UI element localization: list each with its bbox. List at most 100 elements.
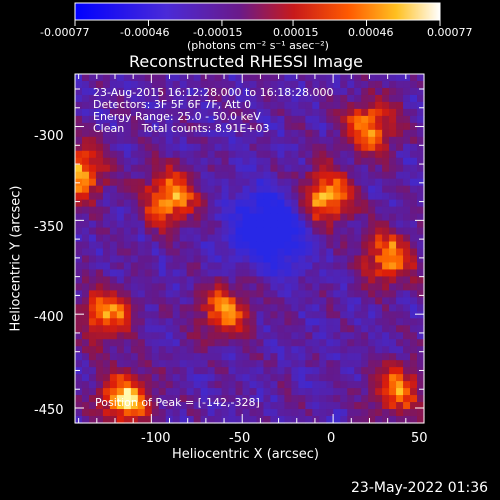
heatmap-cell — [165, 325, 174, 333]
heatmap-cell — [368, 283, 376, 291]
heatmap-cell — [361, 150, 369, 159]
heatmap-cell — [403, 115, 411, 124]
heatmap-cell — [130, 311, 139, 319]
heatmap-cell — [375, 416, 383, 424]
heatmap-cell — [347, 374, 355, 382]
heatmap-cell — [263, 241, 272, 250]
heatmap-cell — [354, 353, 362, 361]
heatmap-cell — [172, 185, 181, 194]
heatmap-cell — [312, 171, 320, 180]
heatmap-cell — [389, 262, 397, 271]
heatmap-cell — [242, 416, 251, 424]
heatmap-cell — [298, 164, 306, 173]
heatmap-cell — [298, 367, 306, 375]
heatmap-cell — [179, 255, 188, 264]
heatmap-cell — [347, 283, 355, 291]
heatmap-cell — [116, 115, 125, 124]
colorbar-tick-label: -0.00077 — [40, 26, 90, 39]
heatmap-cell — [256, 136, 265, 145]
heatmap-cell — [256, 409, 265, 417]
heatmap-cell — [123, 241, 132, 250]
heatmap-cell — [284, 269, 292, 278]
heatmap-cell — [347, 101, 355, 110]
heatmap-cell — [382, 241, 390, 250]
heatmap-cell — [242, 248, 251, 257]
heatmap-cell — [207, 227, 216, 236]
heatmap-cell — [340, 311, 348, 319]
heatmap-cell — [410, 101, 418, 110]
heatmap-cell — [81, 304, 90, 312]
heatmap-cell — [256, 395, 265, 403]
heatmap-cell — [284, 94, 292, 103]
heatmap-cell — [291, 206, 299, 215]
heatmap-cell — [389, 332, 397, 340]
heatmap-cell — [144, 269, 153, 278]
heatmap-cell — [291, 115, 299, 124]
heatmap-cell — [249, 388, 258, 396]
heatmap-cell — [319, 199, 327, 208]
heatmap-cell — [375, 80, 383, 89]
heatmap-cell — [137, 192, 146, 201]
heatmap-cell — [172, 220, 181, 229]
heatmap-cell — [144, 220, 153, 229]
heatmap-cell — [116, 304, 125, 312]
heatmap-cell — [137, 241, 146, 250]
heatmap-cell — [368, 346, 376, 354]
heatmap-cell — [193, 101, 202, 110]
heatmap-cell — [312, 115, 320, 124]
heatmap-cell — [354, 171, 362, 180]
heatmap-cell — [263, 234, 272, 243]
heatmap-cell — [291, 150, 299, 159]
heatmap-cell — [270, 136, 279, 145]
heatmap-cell — [298, 290, 306, 298]
heatmap-cell — [102, 171, 111, 180]
heatmap-cell — [221, 108, 230, 117]
heatmap-cell — [228, 101, 237, 110]
heatmap-cell — [123, 234, 132, 243]
heatmap-cell — [207, 283, 216, 291]
heatmap-cell — [277, 332, 285, 340]
heatmap-cell — [88, 164, 97, 173]
heatmap-cell — [158, 339, 167, 347]
heatmap-cell — [368, 276, 376, 284]
heatmap-cell — [102, 178, 111, 187]
heatmap-cell — [123, 290, 132, 298]
heatmap-cell — [277, 388, 285, 396]
heatmap-cell — [207, 157, 216, 166]
heatmap-cell — [277, 283, 285, 291]
heatmap-cell — [361, 381, 369, 389]
heatmap-cell — [221, 283, 230, 291]
heatmap-cell — [389, 94, 397, 103]
heatmap-cell — [193, 297, 202, 305]
heatmap-cell — [158, 136, 167, 145]
heatmap-cell — [319, 206, 327, 215]
heatmap-cell — [207, 199, 216, 208]
heatmap-cell — [319, 115, 327, 124]
heatmap-cell — [382, 297, 390, 305]
heatmap-cell — [403, 262, 411, 271]
heatmap-cell — [207, 136, 216, 145]
heatmap-cell — [347, 185, 355, 194]
heatmap-cell — [123, 206, 132, 215]
heatmap-cell — [158, 367, 167, 375]
heatmap-cell — [284, 283, 292, 291]
heatmap-cell — [235, 220, 244, 229]
heatmap-cell — [165, 199, 174, 208]
heatmap-cell — [347, 136, 355, 145]
heatmap-cell — [172, 290, 181, 298]
heatmap-cell — [291, 143, 299, 152]
heatmap-cell — [130, 157, 139, 166]
heatmap-cell — [347, 87, 355, 96]
heatmap-cell — [102, 164, 111, 173]
heatmap-cell — [284, 115, 292, 124]
heatmap-cell — [340, 304, 348, 312]
heatmap-cell — [235, 276, 244, 284]
heatmap-cell — [277, 213, 285, 222]
heatmap-cell — [417, 108, 425, 117]
heatmap-cell — [249, 311, 258, 319]
heatmap-cell — [151, 80, 160, 89]
heatmap-cell — [326, 318, 334, 326]
heatmap-cell — [172, 129, 181, 138]
heatmap-cell — [95, 255, 104, 264]
heatmap-cell — [270, 234, 279, 243]
